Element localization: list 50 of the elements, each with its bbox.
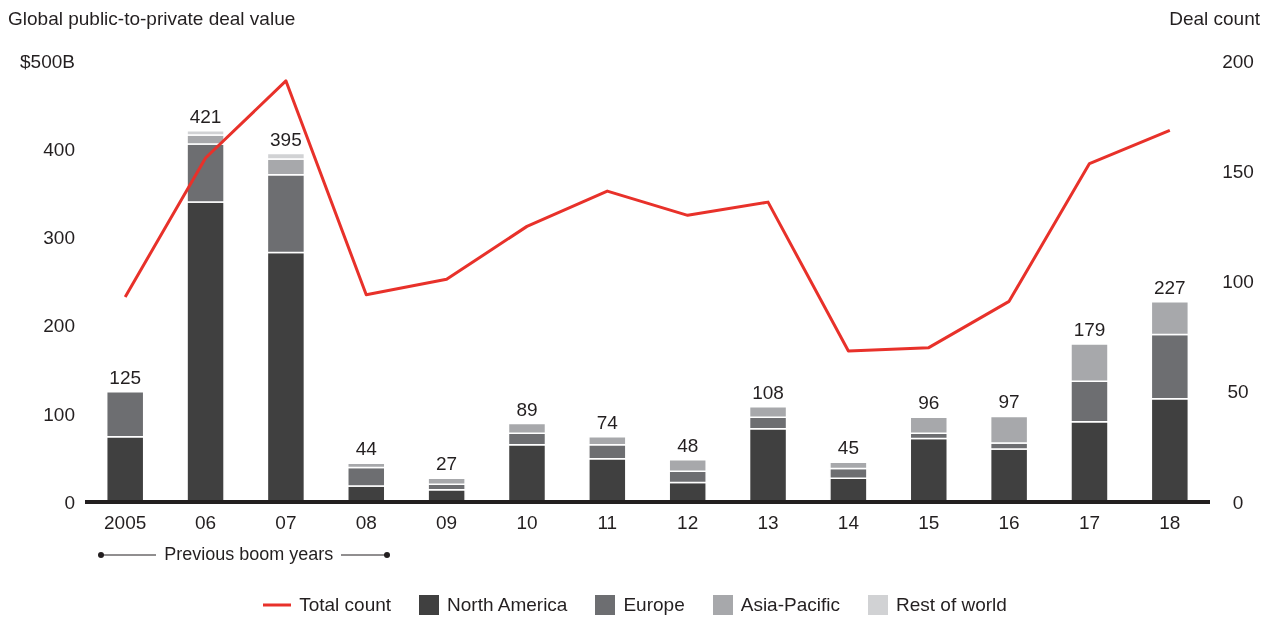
y-tick-label: $500B — [20, 50, 75, 72]
total-label: 27 — [436, 453, 458, 475]
y-tick-label: 100 — [43, 403, 75, 425]
x-tick-label: 2005 — [104, 512, 147, 534]
x-tick-label: 10 — [516, 512, 538, 534]
x-tick-label: 16 — [998, 512, 1020, 534]
total-label: 179 — [1073, 319, 1106, 341]
total-label: 44 — [355, 438, 378, 460]
x-tick-label: 07 — [275, 512, 297, 534]
x-tick-label: 13 — [757, 512, 779, 534]
text: Previous boom years — [164, 544, 334, 565]
x-tick-label: 18 — [1159, 512, 1181, 534]
total-label: 395 — [270, 128, 302, 150]
total-label: 89 — [516, 398, 538, 420]
x-tick-label: 17 — [1078, 512, 1101, 534]
y2-tick-label: 100 — [1222, 271, 1254, 293]
x-tick-label: 15 — [918, 512, 940, 534]
total-label: 74 — [596, 411, 619, 433]
legend-label: Total count — [299, 594, 392, 616]
y2-tick-label: 0 — [1232, 491, 1244, 513]
y-tick-label: 200 — [43, 315, 75, 337]
total-label: 421 — [189, 105, 222, 127]
y-tick-label: 400 — [43, 138, 75, 160]
y-tick-label: 0 — [64, 491, 75, 513]
y2-tick-label: 50 — [1227, 381, 1249, 403]
total-label: 227 — [1153, 276, 1186, 298]
y2-tick-label: 200 — [1222, 50, 1254, 72]
y2-axis-title: Deal count — [1169, 8, 1260, 30]
bar — [427, 477, 466, 486]
x-tick-label: 06 — [194, 512, 217, 534]
y2-tick-label: 150 — [1222, 160, 1254, 182]
x-tick-label: 08 — [355, 512, 377, 534]
x-tick-label: 14 — [837, 512, 860, 534]
legend-label: Asia-Pacific — [740, 594, 840, 616]
y-tick-label: 300 — [43, 227, 75, 249]
total-label: 48 — [677, 434, 699, 456]
y-axis-title: Global public-to-private deal value — [8, 8, 296, 30]
total-label: 96 — [918, 392, 940, 414]
total-label: 97 — [998, 391, 1020, 413]
x-tick-label: 11 — [597, 512, 618, 534]
x-tick-label: 12 — [677, 512, 699, 534]
total-label: 108 — [752, 381, 784, 403]
legend-label: Europe — [623, 594, 685, 616]
total-label: 125 — [109, 366, 142, 388]
legend-label: North America — [447, 594, 568, 616]
bar — [989, 448, 1029, 502]
total-label: 45 — [837, 437, 859, 459]
x-tick-label: 09 — [436, 512, 458, 534]
legend-label: Rest of world — [895, 594, 1007, 616]
bar — [909, 437, 949, 502]
